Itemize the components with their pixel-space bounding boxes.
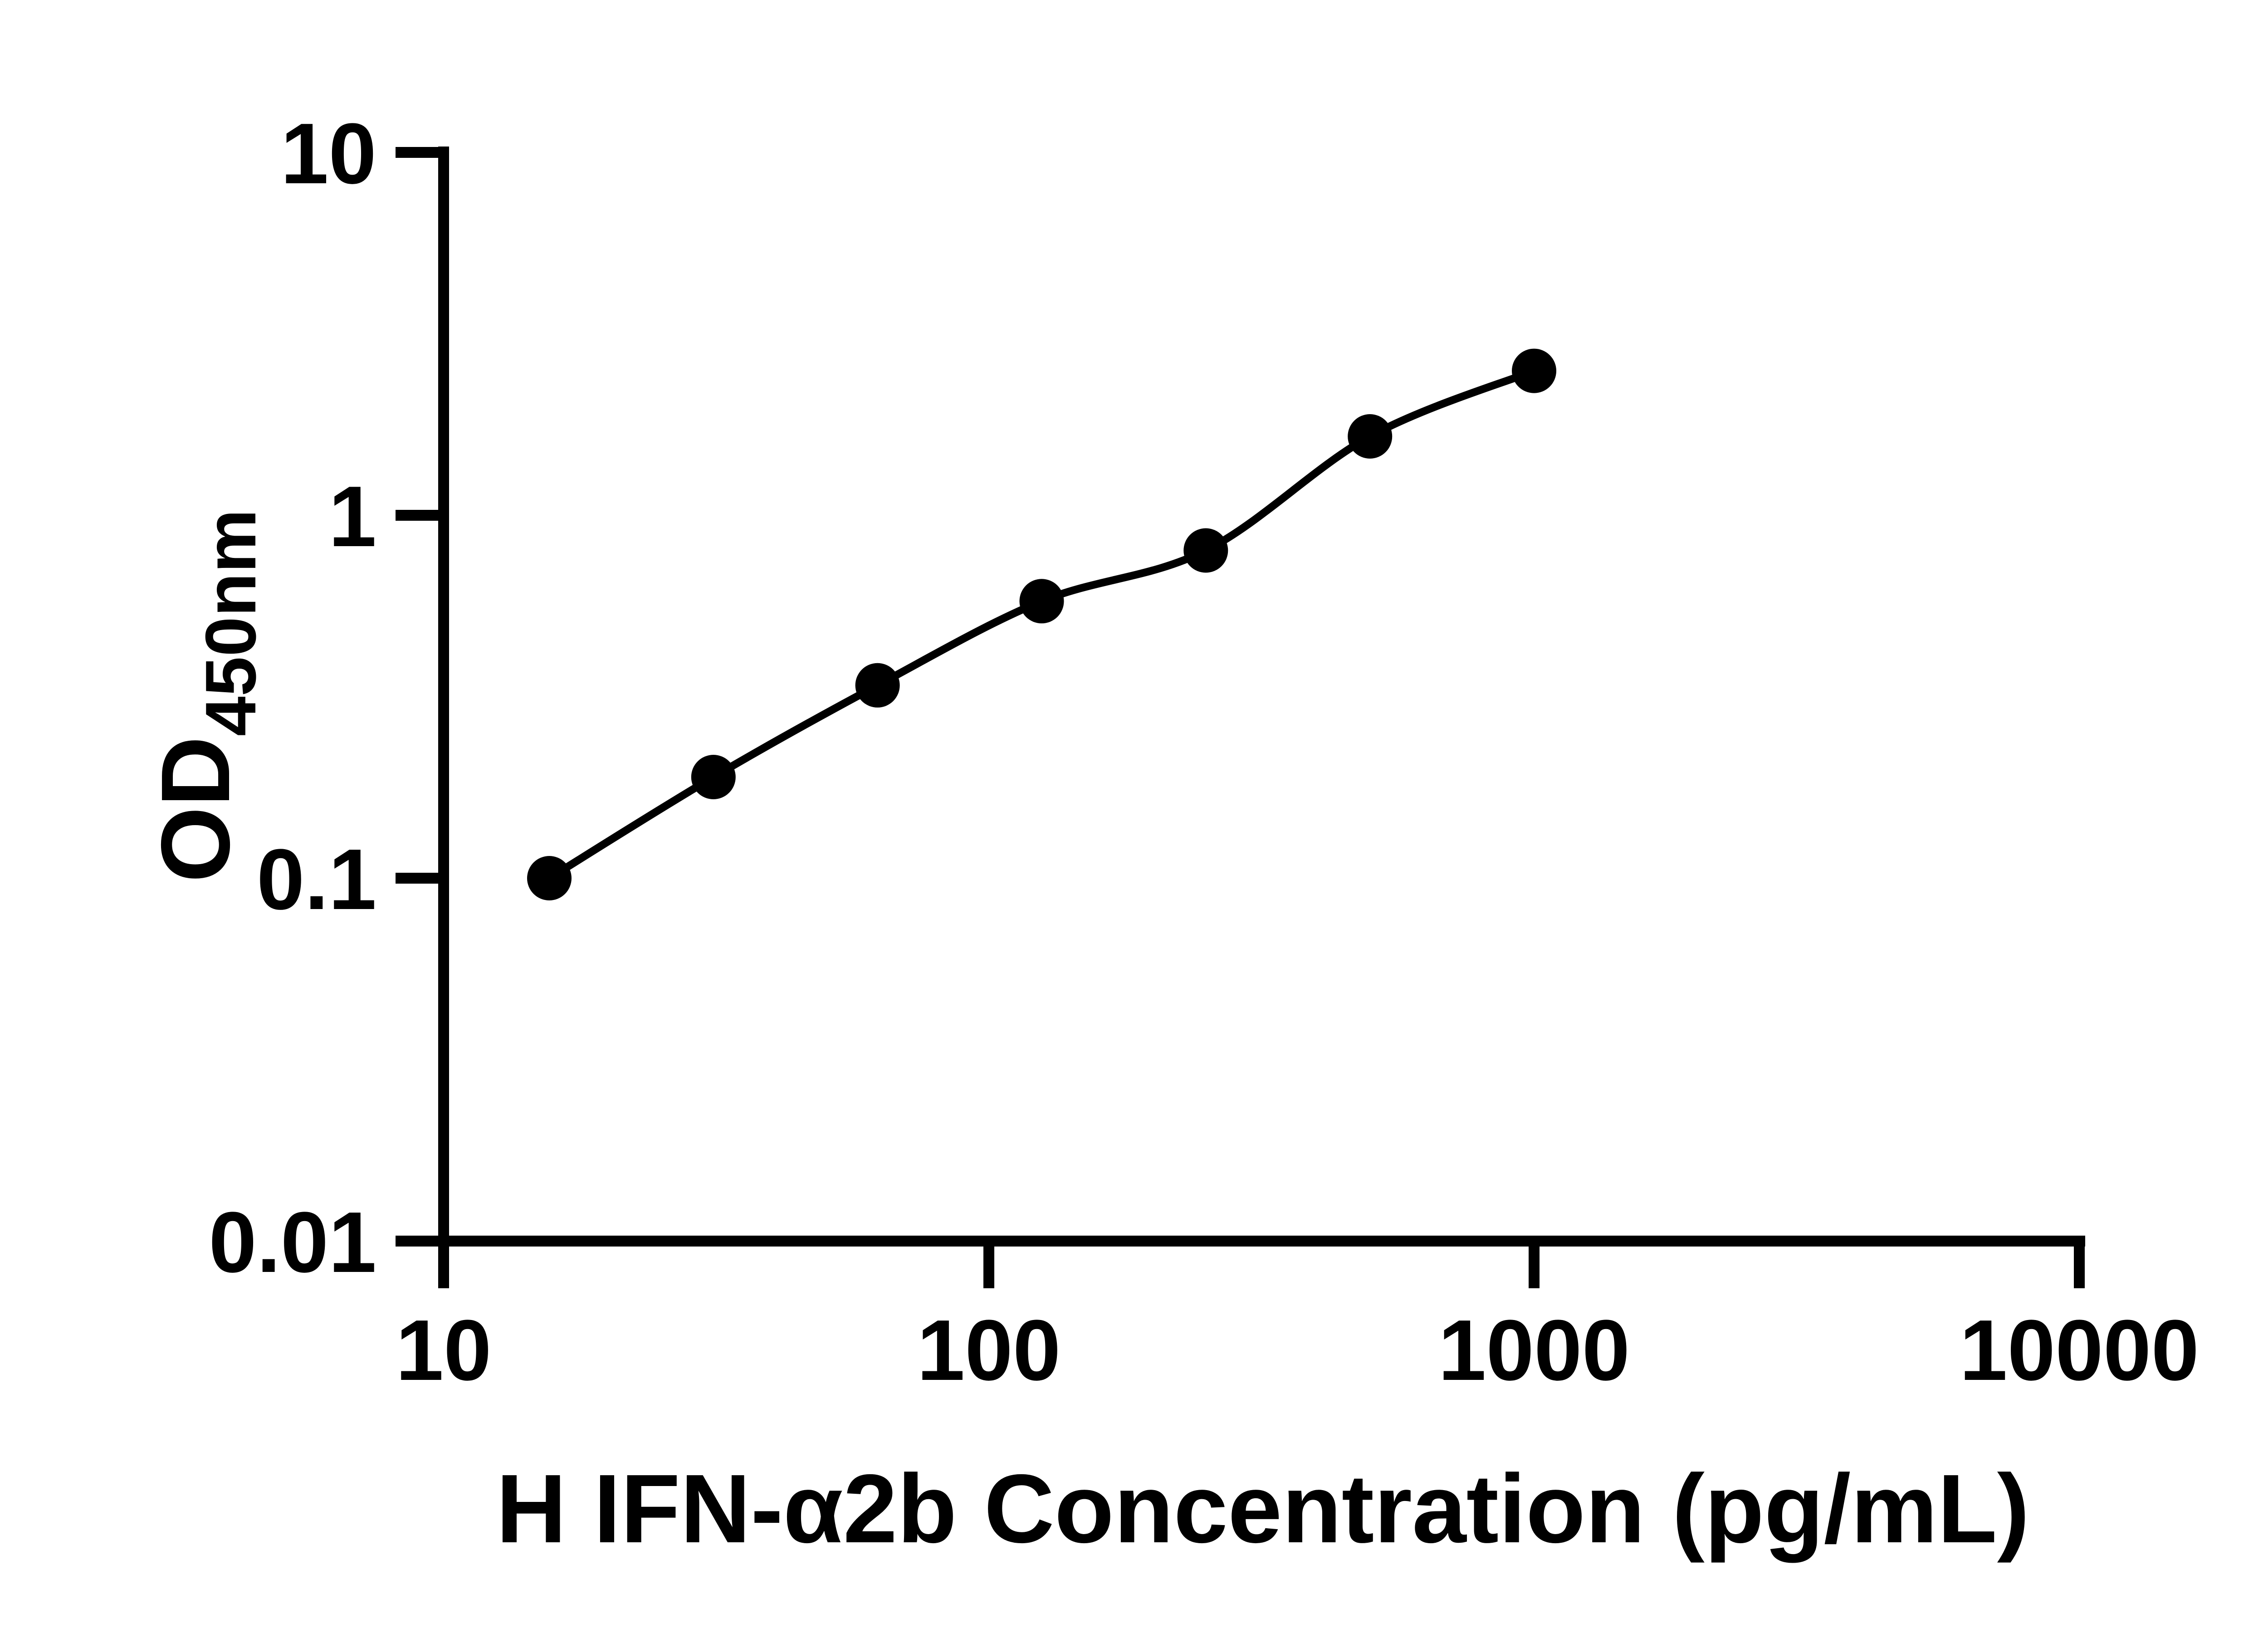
x-tick-label-1000: 1000 [1438, 1302, 1630, 1398]
data-point [1019, 579, 1064, 624]
data-point [1348, 414, 1393, 459]
data-points [527, 348, 1556, 900]
data-point [691, 755, 736, 799]
y-tick-label-10: 10 [281, 106, 376, 202]
x-tick-label-10: 10 [396, 1302, 491, 1398]
x-tick-label-100: 100 [917, 1302, 1061, 1398]
axes [396, 147, 2085, 1288]
data-point [527, 856, 572, 900]
data-point [1183, 528, 1228, 573]
y-tick-label-0_01: 0.01 [209, 1194, 376, 1291]
y-tick-label-0_1: 0.1 [257, 831, 376, 928]
data-point [1512, 348, 1556, 393]
y-axis-title-subscript: 450nm [191, 509, 271, 736]
data-point [855, 663, 900, 708]
x-tick-label-10000: 10000 [1960, 1302, 2199, 1398]
y-tick-label-1: 1 [328, 469, 376, 565]
x-axis-title: H IFN-α2b Concentration (pg/mL) [496, 1454, 2030, 1563]
y-axis-title-main: OD [141, 736, 250, 883]
y-axis-title: OD450nm [141, 509, 271, 882]
